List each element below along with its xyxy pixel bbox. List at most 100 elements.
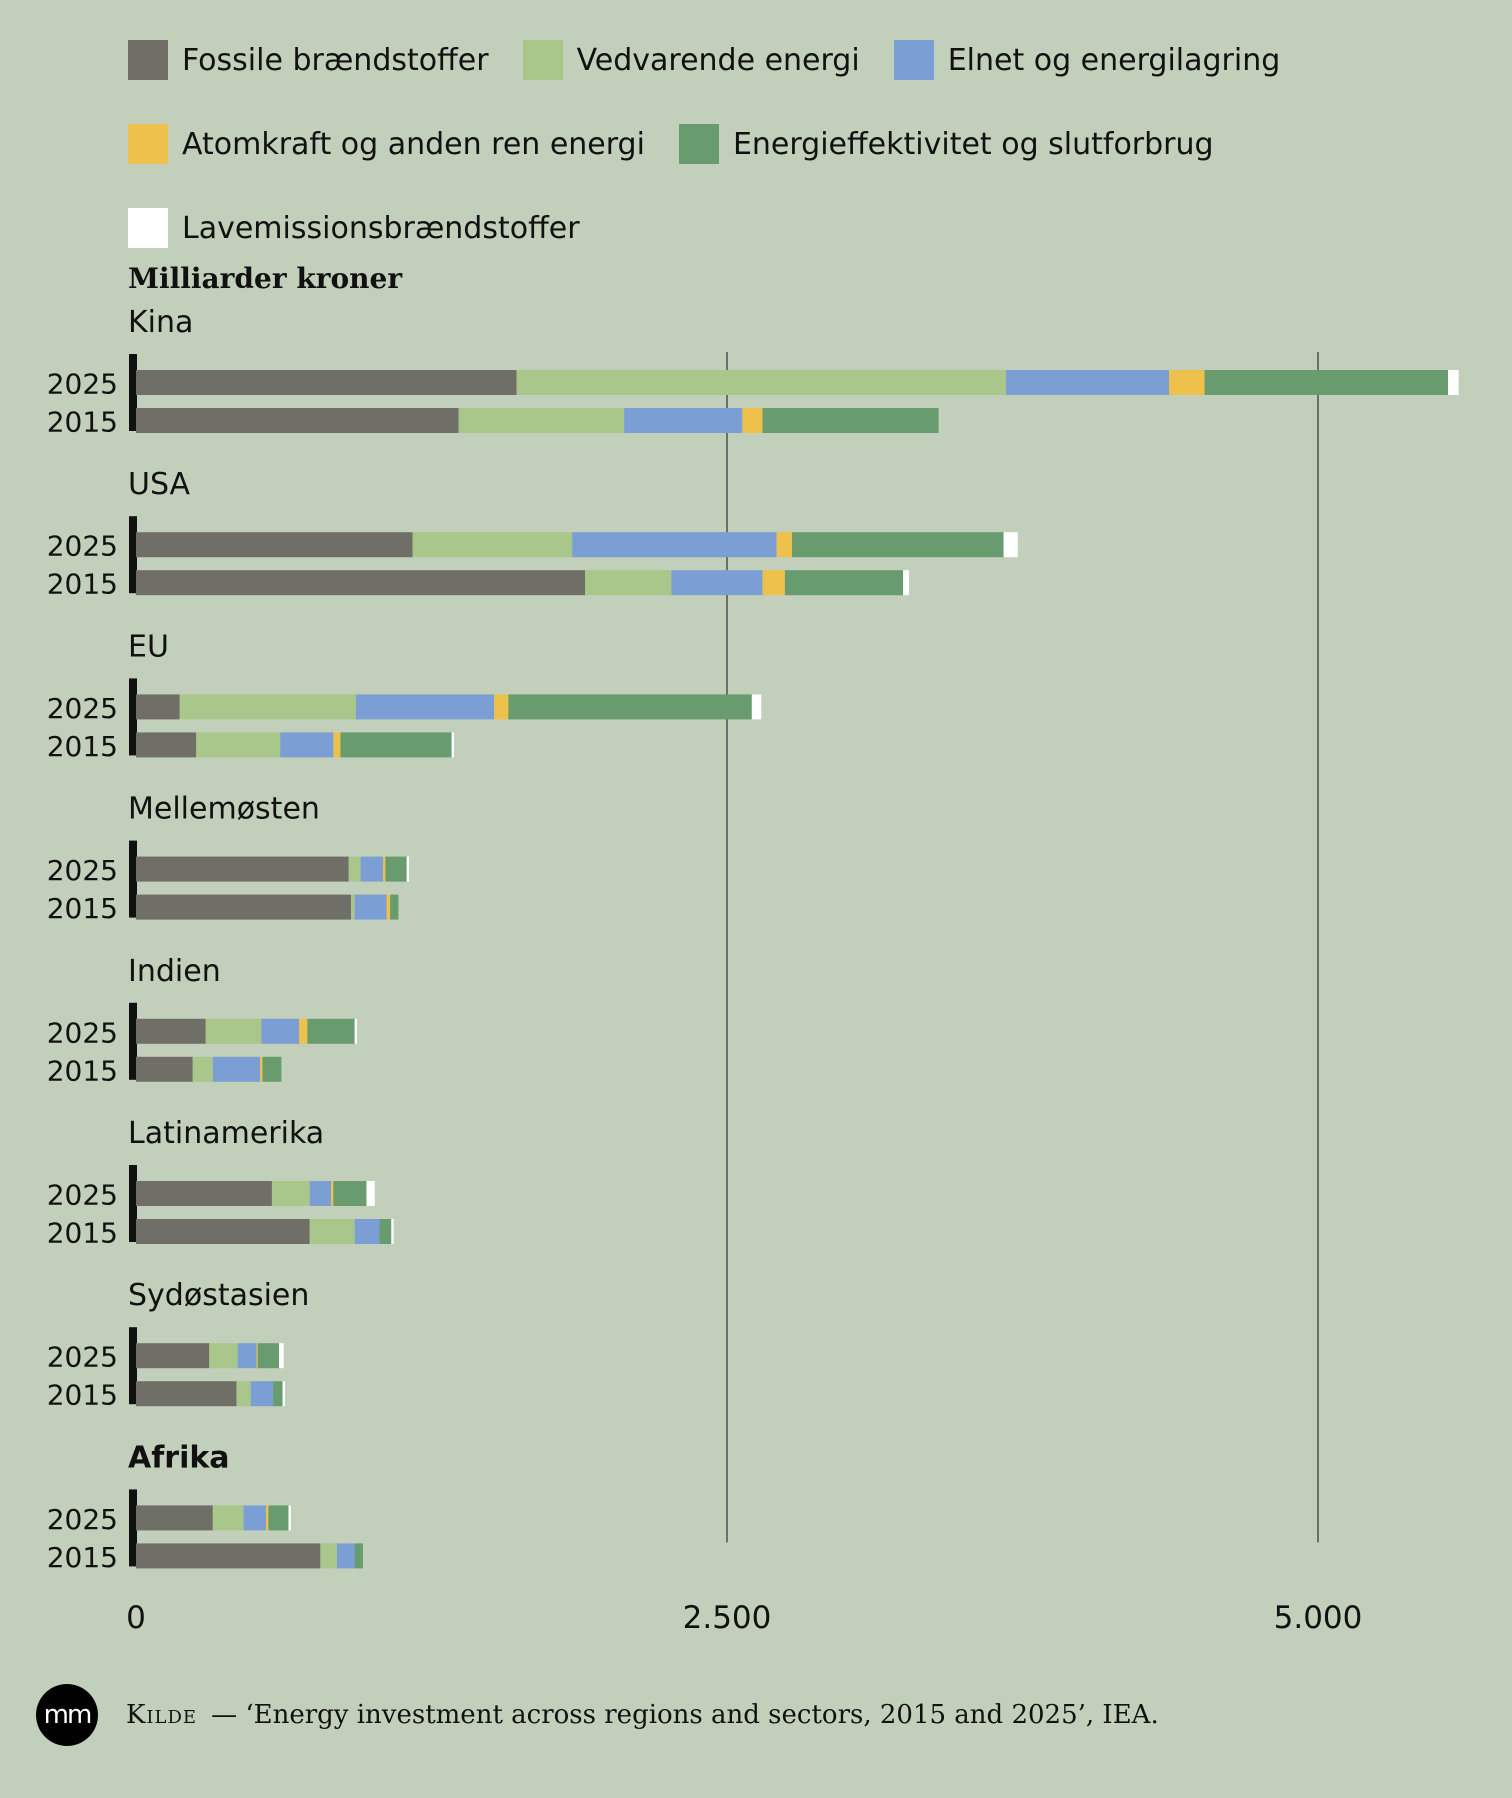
source-keyword: Kilde	[126, 1700, 198, 1730]
region-label-latinamerika: Latinamerika	[128, 1116, 324, 1151]
bar-latinamerika-2015-elnet-og-energilagring	[354, 1219, 380, 1244]
bar-afrika-2025-energieffektivitet-og-slutforbrug	[268, 1505, 289, 1531]
bar-indien-2015-elnet-og-energilagring	[212, 1056, 261, 1082]
source-line: mm Kilde — ‘Energy investment across regi…	[36, 1684, 1159, 1746]
bar-afrika-2025-vedvarende-energi	[212, 1505, 244, 1531]
bar-usa-2015-energieffektivitet-og-slutforbrug	[784, 570, 904, 596]
bar-latinamerika-2015-vedvarende-energi	[309, 1219, 355, 1244]
legend-swatch	[678, 124, 719, 164]
bar-indien-2025-energieffektivitet-og-slutforbrug	[307, 1018, 355, 1044]
bar-eu-2025-energieffektivitet-og-slutforbrug	[508, 694, 752, 720]
region-label-usa: USA	[128, 467, 191, 502]
bar-usa-2025-energieffektivitet-og-slutforbrug	[792, 532, 1004, 558]
bar-sydostasien-2015-energieffektivitet-og-slutforbrug	[273, 1381, 283, 1407]
category-axis-bar	[129, 1165, 137, 1242]
legend-item-vedvarende-energi: Vedvarende energi	[522, 40, 860, 80]
bar-sydostasien-2015-lavemissionsbraendstoffer	[282, 1381, 285, 1407]
bar-mellemosten-2015-vedvarende-energi	[351, 894, 355, 920]
source-text: Kilde — ‘Energy investment across regions…	[126, 1700, 1159, 1730]
source-title: ‘Energy investment across regions and se…	[245, 1700, 1086, 1730]
year-label-2025: 2025	[47, 1179, 118, 1212]
bar-mellemosten-2025-vedvarende-energi	[348, 856, 361, 882]
bar-eu-2025-lavemissionsbraendstoffer	[751, 694, 762, 720]
category-axis-bar	[129, 840, 137, 918]
bar-sydostasien-2025-lavemissionsbraendstoffer	[279, 1343, 284, 1369]
category-axis-bar	[129, 516, 137, 594]
unit-label: Milliarder kroner	[128, 262, 403, 295]
legend-label: Energieffektivitet og slutforbrug	[732, 126, 1214, 162]
legend-label: Lavemissionsbrændstoffer	[182, 210, 580, 246]
bar-eu-2015-elnet-og-energilagring	[280, 732, 334, 758]
bar-usa-2025-lavemissionsbraendstoffer	[1003, 532, 1018, 558]
bar-latinamerika-2025-atomkraft-og-anden-ren-energi	[331, 1181, 334, 1206]
category-axis-bar	[129, 354, 137, 431]
bar-kina-2015-atomkraft-og-anden-ren-energi	[742, 408, 763, 433]
legend-label: Elnet og energilagring	[947, 42, 1281, 78]
year-label-2025: 2025	[47, 368, 118, 401]
year-label-2015: 2015	[47, 1217, 118, 1250]
bar-mellemosten-2025-energieffektivitet-og-slutforbrug	[385, 856, 407, 882]
bar-eu-2025-fossile-braendstoffer	[136, 694, 180, 720]
bar-mellemosten-2015-atomkraft-og-anden-ren-energi	[386, 894, 391, 920]
bar-indien-2025-vedvarende-energi	[205, 1018, 262, 1044]
x-tick-label: 2.500	[683, 1600, 772, 1636]
year-label-2025: 2025	[47, 1341, 118, 1374]
bar-kina-2025-vedvarende-energi	[516, 370, 1006, 395]
year-label-2015: 2015	[47, 406, 118, 439]
bar-eu-2015-vedvarende-energi	[196, 732, 281, 758]
bar-sydostasien-2015-elnet-og-energilagring	[250, 1381, 274, 1407]
region-label-eu: EU	[128, 629, 169, 664]
bar-sydostasien-2015-fossile-braendstoffer	[136, 1381, 237, 1407]
bar-mellemosten-2025-fossile-braendstoffer	[136, 856, 349, 882]
year-label-2015: 2015	[47, 730, 118, 763]
legend-item-atomkraft-og-anden-ren-energi: Atomkraft og anden ren energi	[128, 124, 645, 164]
chart-area: 0 2.500 5.000 Kina 2025 2015 USA 2025 2015 EU 2025…	[47, 305, 1459, 1636]
year-label-2025: 2025	[47, 1503, 118, 1536]
bar-usa-2025-vedvarende-energi	[412, 532, 573, 558]
bar-kina-2015-vedvarende-energi	[458, 408, 625, 433]
legend-swatch	[128, 208, 168, 248]
bar-usa-2025-fossile-braendstoffer	[136, 532, 413, 558]
bar-indien-2025-atomkraft-og-anden-ren-energi	[299, 1018, 308, 1044]
bar-usa-2025-elnet-og-energilagring	[572, 532, 777, 558]
bar-latinamerika-2015-fossile-braendstoffer	[136, 1219, 310, 1244]
legend-item-lavemissionsbraendstoffer: Lavemissionsbrændstoffer	[128, 208, 580, 248]
bar-eu-2025-atomkraft-og-anden-ren-energi	[494, 694, 509, 720]
bar-eu-2015-energieffektivitet-og-slutforbrug	[340, 732, 452, 758]
bar-kina-2015-energieffektivitet-og-slutforbrug	[762, 408, 939, 433]
year-label-2025: 2025	[47, 530, 118, 563]
bar-kina-2015-fossile-braendstoffer	[136, 408, 459, 433]
bar-eu-2025-elnet-og-energilagring	[355, 694, 495, 720]
bar-afrika-2025-elnet-og-energilagring	[243, 1505, 267, 1531]
publisher-logo: mm	[36, 1684, 98, 1746]
bar-mellemosten-2025-lavemissionsbraendstoffer	[406, 856, 410, 882]
legend-item-elnet-og-energilagring: Elnet og energilagring	[893, 40, 1281, 80]
bar-latinamerika-2025-vedvarende-energi	[271, 1181, 310, 1206]
bar-mellemosten-2025-atomkraft-og-anden-ren-energi	[383, 856, 386, 882]
bar-eu-2015-atomkraft-og-anden-ren-energi	[333, 732, 341, 758]
bar-mellemosten-2025-elnet-og-energilagring	[360, 856, 384, 882]
bar-latinamerika-2025-energieffektivitet-og-slutforbrug	[333, 1181, 367, 1206]
year-label-2015: 2015	[47, 1541, 118, 1574]
bar-latinamerika-2025-fossile-braendstoffer	[136, 1181, 272, 1206]
chart-legend: Fossile brændstoffer Vedvarende energi Eln…	[128, 40, 1468, 248]
bar-eu-2015-lavemissionsbraendstoffer	[451, 732, 454, 758]
bar-sydostasien-2025-vedvarende-energi	[209, 1343, 238, 1369]
bar-indien-2025-lavemissionsbraendstoffer	[354, 1018, 358, 1044]
legend-label: Vedvarende energi	[576, 42, 860, 78]
bar-usa-2015-elnet-og-energilagring	[671, 570, 763, 596]
bar-latinamerika-2015-lavemissionsbraendstoffer	[391, 1219, 394, 1244]
bar-indien-2025-elnet-og-energilagring	[261, 1018, 300, 1044]
bar-usa-2015-vedvarende-energi	[585, 570, 672, 596]
x-tick-label: 5.000	[1274, 1600, 1363, 1636]
legend-item-energieffektivitet-og-slutforbrug: Energieffektivitet og slutforbrug	[678, 124, 1214, 164]
bar-eu-2025-vedvarende-energi	[179, 694, 356, 720]
bar-usa-2015-lavemissionsbraendstoffer	[903, 570, 910, 596]
region-label-mellemosten: Mellemøsten	[128, 792, 320, 827]
category-axis-bar	[129, 1489, 137, 1567]
bar-sydostasien-2025-fossile-braendstoffer	[136, 1343, 210, 1369]
bar-afrika-2025-atomkraft-og-anden-ren-energi	[266, 1505, 269, 1531]
year-label-2015: 2015	[47, 568, 118, 601]
legend-swatch	[128, 124, 168, 164]
legend-swatch	[893, 40, 934, 80]
